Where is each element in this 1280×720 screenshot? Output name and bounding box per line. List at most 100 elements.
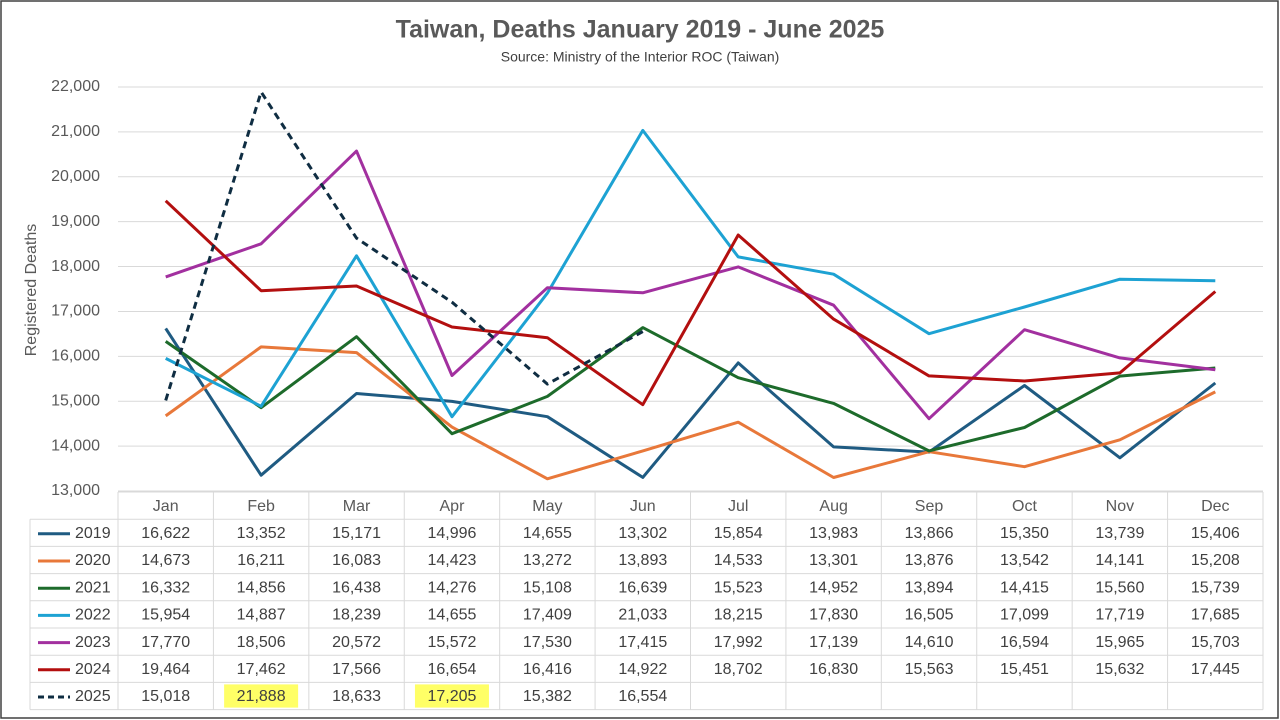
data-label: 18,702 (714, 661, 763, 678)
data-label: 17,830 (809, 607, 858, 624)
x-tick-label: Oct (1012, 498, 1037, 515)
data-label: 18,633 (332, 688, 381, 705)
x-tick-label: May (532, 498, 562, 515)
y-tick-label: 22,000 (51, 78, 100, 95)
data-label: 15,965 (1095, 634, 1144, 651)
data-label: 15,954 (141, 607, 190, 624)
data-label: 19,464 (141, 661, 190, 678)
x-tick-label: Sep (915, 498, 944, 515)
data-label: 13,893 (618, 552, 667, 569)
series-line (164, 326, 1216, 453)
series-line (164, 345, 1216, 481)
y-tick-label: 15,000 (51, 392, 100, 409)
data-label: 17,415 (618, 634, 667, 651)
data-label: 13,542 (1000, 552, 1049, 569)
data-label: 16,654 (427, 661, 476, 678)
y-tick-label: 19,000 (51, 213, 100, 230)
data-label: 15,632 (1095, 661, 1144, 678)
x-tick-label: Jun (630, 498, 656, 515)
data-label: 20,572 (332, 634, 381, 651)
data-label: 16,438 (332, 579, 381, 596)
data-label: 14,415 (1000, 579, 1049, 596)
x-tick-label: Feb (247, 498, 275, 515)
data-label: 21,888 (237, 688, 286, 705)
data-label: 15,854 (714, 525, 763, 542)
data-label: 15,208 (1191, 552, 1240, 569)
data-label: 15,382 (523, 688, 572, 705)
data-label: 17,139 (809, 634, 858, 651)
data-label: 16,505 (905, 607, 954, 624)
data-label: 15,406 (1191, 525, 1240, 542)
data-label: 17,530 (523, 634, 572, 651)
y-tick-label: 13,000 (51, 482, 100, 499)
x-tick-label: Jul (728, 498, 748, 515)
data-label: 18,239 (332, 607, 381, 624)
data-label: 15,739 (1191, 579, 1240, 596)
y-tick-label: 17,000 (51, 303, 100, 320)
data-label: 14,610 (905, 634, 954, 651)
legend-label: 2021 (75, 579, 111, 596)
legend-label: 2024 (75, 661, 111, 678)
data-label: 15,350 (1000, 525, 1049, 542)
y-tick-label: 14,000 (51, 437, 100, 454)
data-label: 14,887 (237, 607, 286, 624)
data-label: 17,566 (332, 661, 381, 678)
series-line (164, 199, 1217, 407)
data-label: 16,639 (618, 579, 667, 596)
x-tick-label: Apr (440, 498, 466, 515)
data-label: 14,423 (427, 552, 476, 569)
data-label: 13,866 (905, 525, 954, 542)
series-line (164, 327, 1217, 479)
data-label: 14,922 (618, 661, 667, 678)
data-label: 16,416 (523, 661, 572, 678)
series-line (165, 128, 1216, 419)
data-label: 17,205 (427, 688, 476, 705)
data-label: 16,083 (332, 552, 381, 569)
data-label: 15,451 (1000, 661, 1049, 678)
y-tick-label: 21,000 (51, 123, 100, 140)
data-label: 15,572 (427, 634, 476, 651)
data-label: 17,099 (1000, 607, 1049, 624)
x-tick-label: Jan (153, 498, 179, 515)
legend-label: 2023 (75, 634, 111, 651)
legend-label: 2025 (75, 688, 111, 705)
x-tick-label: Nov (1106, 498, 1134, 515)
data-label: 17,685 (1191, 607, 1240, 624)
data-label: 16,622 (141, 525, 190, 542)
x-tick-label: Dec (1201, 498, 1229, 515)
data-label: 13,352 (237, 525, 286, 542)
cell-highlight (224, 684, 299, 708)
data-label: 17,462 (237, 661, 286, 678)
data-label: 17,992 (714, 634, 763, 651)
x-tick-label: Aug (819, 498, 847, 515)
series-line (165, 149, 1216, 421)
cell-highlight (414, 684, 489, 708)
data-label: 15,523 (714, 579, 763, 596)
y-tick-label: 18,000 (51, 258, 100, 275)
data-label: 13,302 (618, 525, 667, 542)
legend-label: 2022 (75, 607, 111, 624)
data-label: 15,171 (332, 525, 381, 542)
chart-title: Taiwan, Deaths January 2019 - June 2025 (396, 16, 885, 44)
data-label: 14,533 (714, 552, 763, 569)
legend-label: 2020 (75, 552, 111, 569)
data-label: 14,952 (809, 579, 858, 596)
data-label: 17,719 (1095, 607, 1144, 624)
data-label: 14,141 (1095, 552, 1144, 569)
data-label: 15,563 (905, 661, 954, 678)
x-tick-label: Mar (343, 498, 371, 515)
y-tick-label: 16,000 (51, 348, 100, 365)
data-label: 18,215 (714, 607, 763, 624)
y-tick-label: 20,000 (51, 168, 100, 185)
data-label: 16,830 (809, 661, 858, 678)
data-label: 15,703 (1191, 634, 1240, 651)
data-label: 13,739 (1095, 525, 1144, 542)
data-label: 21,033 (618, 607, 667, 624)
y-axis-label: Registered Deaths (23, 224, 40, 357)
data-label: 17,445 (1191, 661, 1240, 678)
data-label: 16,554 (618, 688, 667, 705)
data-label: 15,560 (1095, 579, 1144, 596)
data-label: 14,655 (427, 607, 476, 624)
chart-subtitle: Source: Ministry of the Interior ROC (Ta… (501, 49, 780, 65)
